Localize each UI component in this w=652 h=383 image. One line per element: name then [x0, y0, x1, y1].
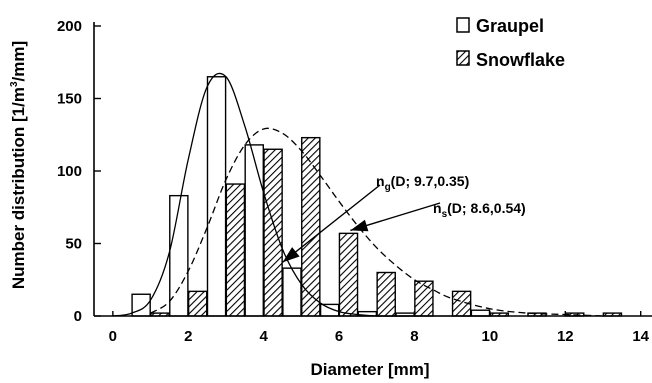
annotation-ng-sub: g	[385, 182, 391, 193]
y-tick-label-3: 150	[57, 91, 82, 108]
x-tick-label-7: 14	[632, 328, 649, 345]
bar-graupel-2	[206, 76, 227, 317]
bar-snowflake-4	[301, 136, 321, 317]
x-tick-label-2: 4	[259, 328, 268, 345]
annotation-ng-base: n	[376, 173, 385, 189]
x-tick-label-3: 6	[335, 328, 343, 345]
bar-graupel-9	[470, 309, 491, 317]
fit-curve-1	[150, 127, 604, 317]
annotations: ng(D; 9.7,0.35) ns(D; 8.6,0.54)	[282, 173, 526, 263]
x-tick-label-5: 10	[482, 328, 499, 345]
legend-swatch-snowflake	[456, 50, 470, 66]
y-tick-label-2: 100	[57, 163, 82, 180]
annotation-ns: ns(D; 8.6,0.54)	[433, 200, 526, 220]
tick-labels: 0 50 100 150 200 0 2 4 6 8 10 12 14	[57, 18, 650, 345]
legend-label-graupel: Graupel	[476, 16, 544, 36]
annotation-arrowhead-0	[282, 247, 300, 263]
y-axis-label-tail: /mm]	[9, 41, 28, 82]
bar-graupel-4	[282, 267, 302, 317]
legend-swatch-graupel	[456, 17, 470, 33]
bar-snowflake-3	[263, 148, 283, 317]
legend: Graupel Snowflake	[456, 16, 565, 70]
annotation-ng-text: (D; 9.7,0.35)	[391, 173, 470, 189]
axes	[93, 22, 652, 317]
x-tick-label-4: 8	[410, 328, 418, 345]
bar-snowflake-6	[376, 271, 396, 317]
y-tick-label-1: 50	[65, 236, 82, 253]
annotation-ns-base: n	[433, 200, 442, 216]
annotation-ns-text: (D; 8.6,0.54)	[447, 200, 526, 216]
x-axis-label: Diameter [mm]	[310, 360, 429, 379]
bar-snowflake-1	[187, 290, 208, 317]
legend-label-snowflake: Snowflake	[476, 50, 565, 70]
y-axis-label-superscript: 3	[9, 81, 20, 87]
y-tick-label-0: 0	[74, 308, 82, 325]
annotation-arrowhead-1	[350, 219, 369, 232]
annotation-ng: ng(D; 9.7,0.35)	[376, 173, 469, 193]
annotation-ns-sub: s	[442, 209, 448, 220]
bar-snowflake-7	[414, 280, 434, 317]
bars	[131, 76, 623, 317]
x-tick-label-0: 0	[109, 328, 117, 345]
x-tick-label-6: 12	[557, 328, 574, 345]
y-tick-label-4: 200	[57, 18, 82, 35]
bar-graupel-3	[244, 144, 264, 317]
annotation-arrow-line-0	[282, 184, 381, 263]
bar-snowflake-5	[338, 232, 359, 317]
bar-snowflake-2	[225, 183, 246, 317]
y-axis-label-main: Number distribution [1/m	[9, 87, 28, 289]
x-tick-label-1: 2	[184, 328, 192, 345]
y-axis-label: Number distribution [1/m3/mm]	[9, 41, 28, 289]
